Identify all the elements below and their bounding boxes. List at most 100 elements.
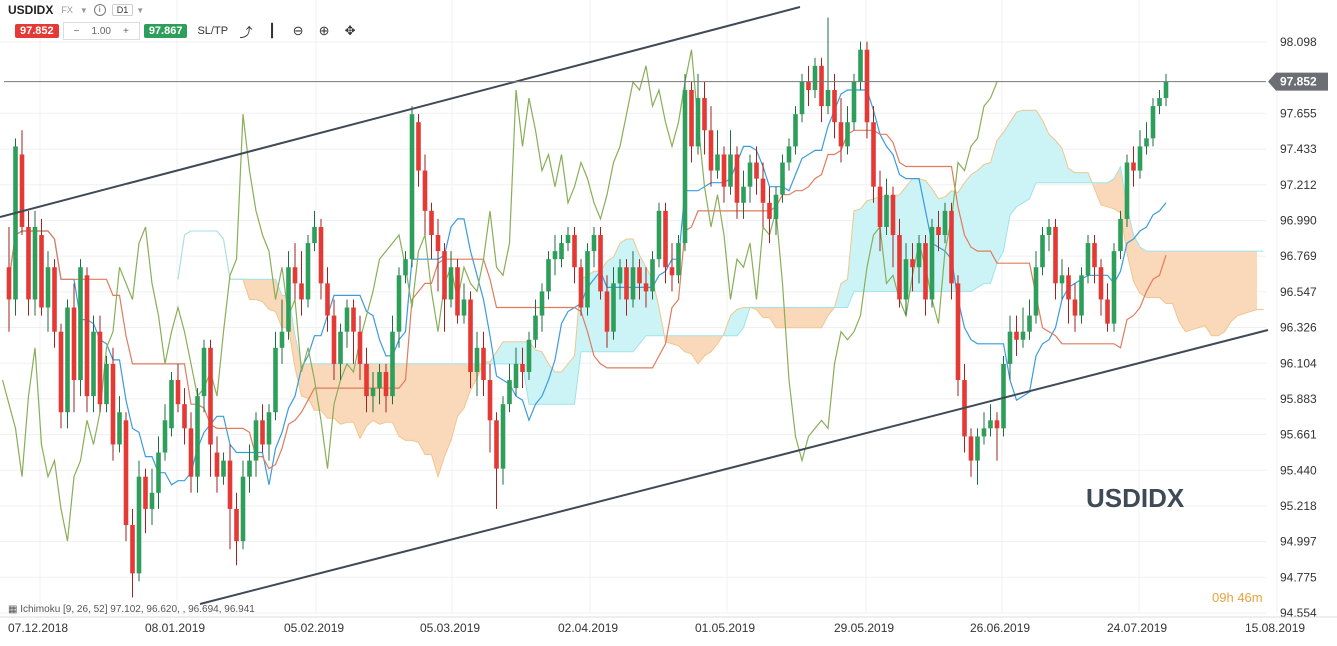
candle [695, 73, 701, 155]
candle-body [858, 49, 863, 82]
candle [780, 154, 785, 203]
candle [643, 267, 649, 308]
candle [481, 331, 486, 397]
candle-body [6, 267, 12, 300]
current-price-tag [1268, 72, 1328, 91]
chevron-down-icon[interactable]: ▼ [136, 5, 145, 15]
candle [416, 114, 421, 187]
cloud-segment [1127, 206, 1134, 282]
candle-body [247, 460, 252, 477]
candle [578, 259, 584, 316]
candle [461, 283, 467, 324]
candle-body [273, 347, 278, 413]
candle-body [1137, 146, 1143, 171]
candle-body [825, 90, 831, 107]
candle-body [507, 380, 512, 405]
sell-button[interactable]: 97.852 [15, 24, 59, 38]
candle [1001, 355, 1006, 437]
candle [136, 460, 142, 582]
candle-body [1020, 331, 1026, 340]
quantity-stepper[interactable]: − 1.00 + [62, 22, 140, 40]
indicator-legend[interactable]: ▦ Ichimoku [9, 26, 52] 97.102, 96.620, ,… [8, 604, 255, 615]
cloud-segment [860, 200, 867, 292]
timeframe-select[interactable]: D1 [111, 4, 134, 16]
price-tick-label: 97.655 [1280, 106, 1317, 120]
cloud-segment [542, 351, 549, 405]
candle [1118, 210, 1123, 260]
candle-body [1033, 267, 1039, 316]
candle-body [520, 363, 525, 372]
buy-button[interactable]: 97.867 [143, 24, 188, 38]
candle-body [598, 235, 603, 292]
candles-icon[interactable]: ┃ [268, 23, 276, 38]
chevron-down-icon[interactable]: ▼ [79, 5, 88, 15]
candle-body [318, 226, 324, 284]
candle [78, 259, 83, 397]
cloud-segment [340, 363, 347, 425]
candle [338, 323, 343, 381]
candle [344, 299, 350, 348]
candle-body [279, 331, 285, 348]
line-chart-icon[interactable]: ⤴ [239, 24, 253, 40]
candle [656, 202, 662, 268]
candle-body [760, 178, 766, 203]
candle [422, 154, 428, 236]
candle-body [1001, 363, 1006, 429]
cloud-segment [1049, 134, 1056, 183]
candle-body [403, 259, 408, 276]
candle-body [955, 283, 961, 381]
candle-body [845, 122, 850, 147]
candle [195, 388, 200, 493]
candle [208, 339, 213, 477]
minus-icon[interactable]: − [73, 25, 80, 37]
candle-body [812, 65, 818, 91]
current-price-label: 97.852 [1280, 75, 1317, 89]
cloud-segment [262, 279, 269, 310]
candle [52, 259, 57, 348]
candle-body [175, 380, 181, 405]
candle [227, 444, 233, 550]
cloud-segment [418, 363, 425, 455]
zoom-in-icon[interactable]: ⊕ [318, 23, 330, 38]
candle-body [84, 275, 90, 397]
candle [864, 41, 870, 139]
zoom-out-icon[interactable]: ⊖ [292, 23, 304, 38]
candle [377, 363, 382, 405]
candle-body [656, 210, 662, 260]
candle [370, 371, 376, 413]
move-icon[interactable]: ✥ [344, 23, 356, 38]
candle [630, 251, 636, 308]
candle-body [65, 307, 70, 413]
candle-body [572, 235, 577, 268]
candle [871, 106, 876, 203]
cloud-segment [1094, 182, 1101, 205]
info-icon[interactable]: i [93, 4, 106, 16]
candle [897, 218, 902, 308]
candle [182, 388, 187, 445]
candle [890, 186, 896, 268]
cloud-segment [847, 210, 854, 308]
cloud-segment [1205, 251, 1212, 336]
candle [13, 138, 18, 316]
candle-body [104, 363, 109, 405]
candle-body [793, 114, 798, 147]
candle-body [266, 412, 272, 445]
symbol-watermark: USDIDX [1086, 483, 1185, 513]
plus-icon[interactable]: + [122, 25, 129, 37]
candle-body [513, 363, 519, 389]
candle [409, 106, 415, 268]
candle [1033, 251, 1039, 324]
candle [39, 218, 44, 316]
cloud-segment [1075, 172, 1082, 183]
candle-body [1118, 218, 1123, 252]
candle-body [156, 452, 161, 493]
candle [331, 299, 337, 381]
candle [546, 251, 551, 300]
candle-body [539, 291, 545, 316]
cloud-segment [464, 363, 471, 409]
sltp-button[interactable]: SL/TP [197, 25, 229, 37]
cloud-segment [1159, 251, 1166, 304]
candle [858, 41, 863, 91]
quantity-value[interactable]: 1.00 [91, 25, 111, 37]
